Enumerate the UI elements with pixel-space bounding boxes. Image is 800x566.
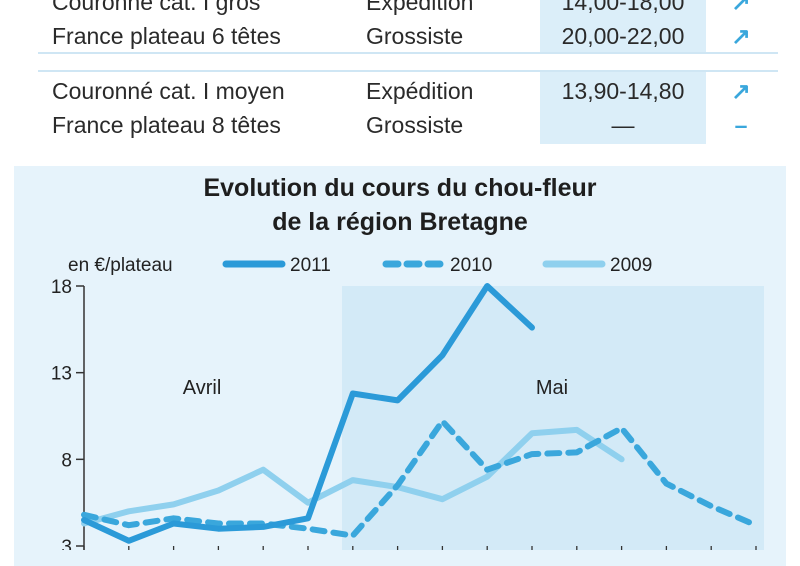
trend-up-icon: ↗ (731, 23, 751, 49)
month-label-may: Mai (536, 377, 568, 399)
price-column-bg (540, 0, 706, 52)
price-cell: 13,90-14,80 (561, 78, 685, 104)
stage-cell: Grossiste (366, 23, 464, 49)
chart-title-line: Evolution du cours du chou-fleur (203, 174, 596, 202)
table-row: Couronné cat. I moyen Expédition 13,90-1… (38, 74, 778, 108)
price-table-group-1: Couronné cat. I gros Expédition 14,00-18… (38, 0, 778, 54)
y-axis-label: en €/plateau (68, 255, 173, 276)
stage-cell: Grossiste (366, 112, 464, 138)
y-tick-label: 13 (51, 364, 72, 385)
stage-cell: Expédition (366, 78, 474, 104)
price-cell: 14,00-18,00 (561, 0, 685, 15)
series-line-2010 (81, 418, 759, 539)
month-label-april: Avril (183, 377, 222, 399)
trend-flat-icon: – (734, 112, 748, 138)
may-band (342, 286, 764, 552)
price-cell: — (611, 112, 635, 138)
series-line-2009 (81, 426, 625, 527)
trend-up-icon: ↗ (731, 78, 751, 104)
product-cell: France plateau 8 têtes (52, 112, 281, 138)
y-tick-label: 8 (61, 450, 72, 471)
price-cell: 20,00-22,00 (561, 23, 685, 49)
chart-title-line: de la région Bretagne (272, 208, 528, 236)
stage-cell: Expédition (366, 0, 474, 15)
legend-label-2011: 2011 (290, 255, 331, 276)
trend-up-icon: ↗ (731, 0, 751, 15)
product-cell: France plateau 6 têtes (52, 23, 281, 49)
y-tick-label: 18 (51, 277, 72, 298)
product-cell: Couronné cat. I moyen (52, 78, 285, 104)
table-row: France plateau 6 têtes Grossiste 20,00-2… (38, 19, 778, 53)
table-row: Couronné cat. I gros Expédition 14,00-18… (38, 0, 778, 19)
product-cell: Couronné cat. I gros (52, 0, 261, 15)
price-column-bg (540, 72, 706, 144)
y-tick-label: 3 (61, 537, 72, 550)
price-table-group-2: Couronné cat. I moyen Expédition 13,90-1… (38, 70, 778, 144)
table-row: France plateau 8 têtes Grossiste — – (38, 108, 778, 142)
series-line-2011 (81, 283, 535, 544)
legend-label-2010: 2010 (450, 255, 492, 276)
line-chart: Evolution du cours du chou-fleur de la ré… (51, 174, 764, 558)
legend-label-2009: 2009 (610, 255, 652, 276)
chart-panel: Evolution du cours du chou-fleur de la ré… (14, 166, 786, 566)
